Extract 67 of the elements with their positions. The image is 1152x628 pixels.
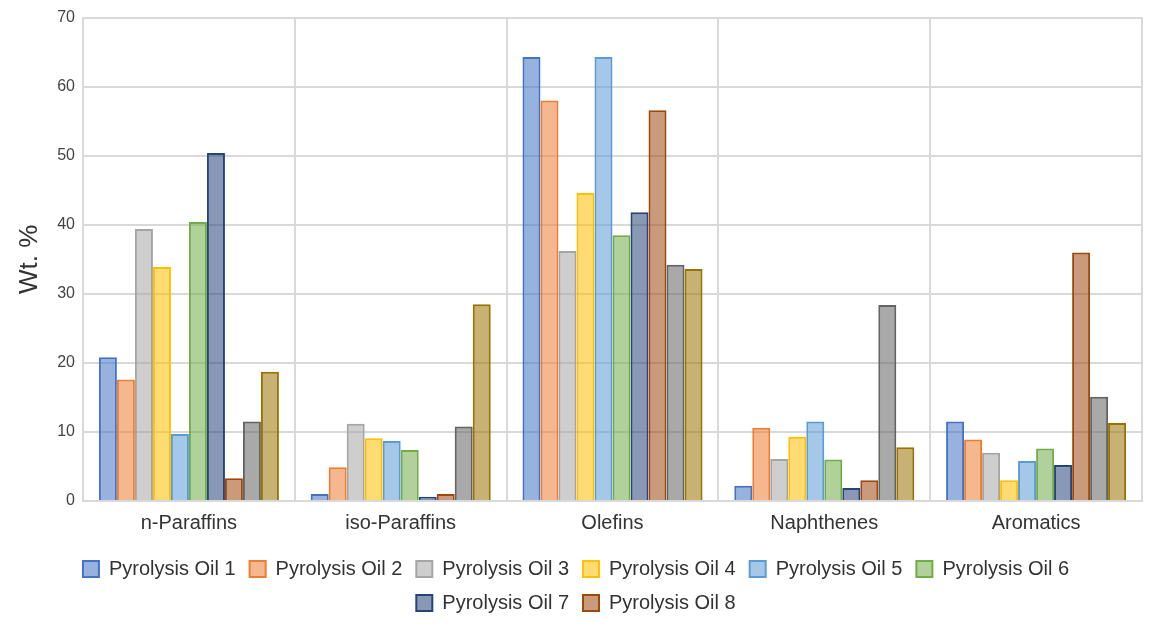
bar [648, 110, 667, 500]
y-tick-label: 30 [57, 284, 76, 302]
bar [824, 459, 843, 500]
bar [134, 228, 153, 500]
bar [982, 452, 1001, 500]
bar [522, 56, 541, 500]
bar [1090, 396, 1109, 500]
y-tick-label: 10 [57, 422, 76, 440]
bar [206, 152, 225, 500]
bar [260, 371, 279, 500]
bar [896, 447, 915, 500]
bar [666, 264, 685, 500]
bar [170, 434, 189, 500]
x-tick-label: Naphthenes [770, 510, 879, 533]
bar [346, 423, 365, 500]
bar [364, 438, 383, 500]
bar [1054, 465, 1073, 500]
legend-label: Pyrolysis Oil 4 [609, 556, 736, 579]
bar [328, 467, 347, 500]
y-tick-label: 0 [66, 491, 76, 509]
legend-label: Pyrolysis Oil 6 [942, 556, 1070, 579]
y-axis-title: Wt. % [12, 224, 43, 294]
x-tick-label: Aromatics [991, 510, 1081, 533]
bar [400, 449, 419, 500]
legend-label: Pyrolysis Oil 3 [442, 556, 570, 579]
bar [1036, 448, 1055, 500]
bar [594, 56, 613, 500]
x-tick-label: Olefins [581, 510, 644, 533]
y-tick-label: 20 [57, 353, 76, 371]
bar [242, 421, 261, 500]
bar [806, 421, 825, 500]
x-tick-label: iso-Paraffins [345, 510, 457, 533]
legend-label: Pyrolysis Oil 7 [442, 590, 570, 613]
bar [1018, 460, 1037, 500]
bar [472, 304, 491, 500]
bar [770, 458, 789, 500]
bar [188, 222, 207, 500]
bar [310, 494, 329, 500]
bar [1108, 422, 1127, 500]
x-tick-label: n-Paraffins [140, 510, 238, 533]
y-tick-label: 70 [57, 8, 76, 26]
legend-label: Pyrolysis Oil 8 [609, 590, 736, 613]
bar [788, 436, 807, 500]
bar [224, 478, 243, 500]
bar [98, 357, 117, 500]
y-tick-label: 40 [57, 215, 76, 233]
bar [752, 427, 771, 500]
bar [1072, 252, 1091, 500]
bar [454, 426, 473, 500]
y-tick-label: 50 [57, 146, 76, 164]
bar [878, 304, 897, 500]
bar [116, 379, 135, 500]
bar [612, 235, 631, 500]
legend-label: Pyrolysis Oil 1 [108, 556, 236, 579]
bar [946, 421, 965, 500]
legend-label: Pyrolysis Oil 2 [275, 556, 403, 579]
legend-label: Pyrolysis Oil 5 [775, 556, 903, 579]
bar [964, 439, 983, 500]
bar [630, 212, 649, 500]
bar [558, 251, 577, 500]
bar [152, 266, 171, 500]
bar [382, 440, 401, 500]
bar [540, 100, 559, 500]
bar [436, 494, 455, 500]
bar [684, 268, 703, 500]
bar [576, 193, 595, 500]
y-tick-label: 60 [57, 77, 76, 95]
